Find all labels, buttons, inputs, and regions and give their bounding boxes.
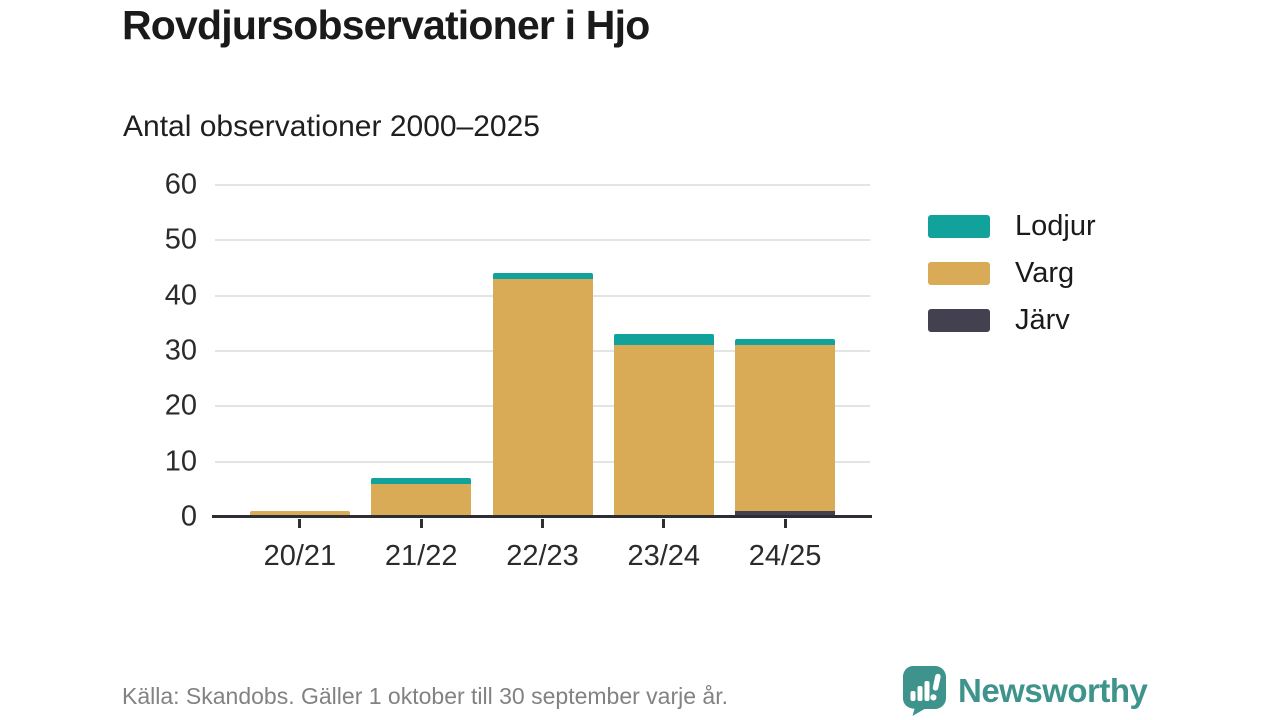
x-axis-tick [419,519,423,528]
legend-swatch-järv [928,309,990,332]
legend-swatch-lodjur [928,215,990,238]
gridline-y60 [215,184,870,186]
newsworthy-logo-text: Newsworthy [958,671,1148,709]
x-axis-tick [541,519,544,528]
bar-segment-24/25-varg [735,345,836,511]
chart-title: Rovdjursobservationer i Hjo [122,2,650,48]
bar-segment-21/22-varg [371,484,472,517]
bar-segment-23/24-lodjur [613,334,714,345]
bar-segment-22/23-varg [492,279,593,517]
bar-segment-21/22-lodjur [371,478,472,484]
bar-segment-20/21-varg [249,511,350,517]
y-axis-tick-label: 0 [180,500,197,533]
gridline-y50 [215,239,870,242]
x-axis-tick-label: 22/23 [506,540,579,572]
legend-label: Lodjur [1015,210,1096,242]
legend-swatch-varg [928,262,990,285]
x-axis-tick [783,519,787,528]
x-axis-tick [662,519,666,528]
x-axis-tick-label: 21/22 [384,540,458,572]
source-note: Källa: Skandobs. Gäller 1 oktober till 3… [122,683,728,709]
legend-item-järv: Järv [928,304,1096,336]
legend-item-varg: Varg [928,257,1096,289]
bar-segment-24/25-lodjur [735,339,836,345]
y-axis-tick-label: 40 [164,279,197,312]
newsworthy-branding: Newsworthy [901,665,1148,716]
legend-item-lodjur: Lodjur [928,210,1096,242]
y-axis-tick-label: 20 [164,389,197,422]
y-axis-tick-label: 50 [164,223,197,256]
y-axis-tick-label: 10 [164,445,197,478]
x-axis-tick-label: 24/25 [748,540,822,572]
bar-segment-22/23-lodjur [492,273,593,279]
bar-segment-24/25-järv [735,511,836,517]
x-axis-tick-label: 20/21 [263,540,337,572]
y-axis-tick-label: 60 [164,168,197,201]
legend-label: Varg [1015,257,1075,289]
chart-subtitle: Antal observationer 2000–2025 [123,110,540,143]
x-axis-line [212,515,872,518]
y-axis-tick-label: 30 [164,334,197,367]
bar-segment-23/24-varg [613,345,714,517]
x-axis-tick-label: 23/24 [627,540,701,572]
legend-label: Järv [1015,304,1070,336]
plot-area [212,184,872,518]
newsworthy-logo-icon [903,666,946,716]
legend: Lodjur Varg Järv [928,210,1096,356]
x-axis-tick [298,519,302,528]
